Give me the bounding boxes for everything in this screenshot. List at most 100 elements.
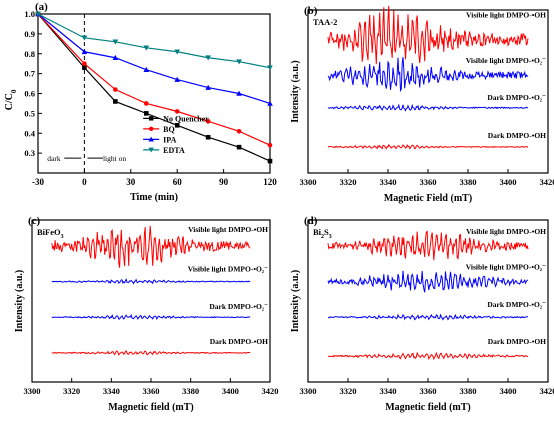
y-tick-label-a: 0.3 (24, 148, 35, 158)
panel-label-c: (c) (28, 215, 41, 227)
x-tick-label-d: 3300 (300, 386, 317, 396)
data-point (81, 48, 88, 55)
y-axis-label-d: Intensity (a.u.) (290, 270, 301, 333)
y-tick-label-a: 0.7 (24, 69, 35, 79)
x-tick-label-d: 3340 (380, 386, 397, 396)
y-tick-label-a: 0.8 (24, 49, 35, 59)
x-tick-label-c: 3380 (182, 386, 199, 396)
x-axis-label-b: Magnetic Field (mT) (384, 193, 472, 204)
x-tick-label-b: 3400 (500, 177, 517, 187)
y-tick-label-a: 0.5 (24, 108, 35, 118)
x-tick-label-d: 3420 (540, 386, 554, 396)
x-tick-label-d: 3320 (340, 386, 357, 396)
x-tick-label-d: 3360 (420, 386, 437, 396)
x-tick-label-b: 3320 (340, 177, 357, 187)
x-tick-label-a: 90 (219, 177, 229, 187)
data-point (82, 61, 87, 66)
data-point (82, 65, 87, 70)
x-tick-label-d: 3400 (500, 386, 517, 396)
data-point (267, 142, 273, 148)
sample-label-b: TAA-2 (313, 17, 337, 27)
legend-marker (148, 147, 154, 153)
spectrum-label-b-3: Dark DMPO-•OH (488, 131, 546, 140)
annotation-light: light on (103, 154, 126, 163)
panel-b: 3300 3320 3340 3360 3380 3400 3420 (b) Magnetic … (290, 5, 554, 204)
spectrum-d-2 (327, 313, 529, 321)
spectrum-b-3 (327, 143, 529, 150)
spectrum-c-0 (51, 225, 251, 268)
spectrum-label-d-0: Visible light DMPO-•OH (466, 227, 546, 236)
data-point (267, 65, 273, 71)
x-tick-label-a: 60 (173, 177, 183, 187)
data-point (236, 128, 242, 134)
legend-marker (148, 116, 154, 121)
legend-label: BQ (163, 125, 175, 134)
data-point (205, 134, 211, 140)
legend-marker (148, 136, 154, 142)
spectrum-label-c-0: Visible light DMPO-•OH (188, 225, 268, 234)
plot-frame-a (37, 13, 271, 174)
data-point (113, 99, 118, 104)
data-point (205, 55, 211, 61)
x-tick-label-a: 30 (126, 177, 136, 187)
data-point (113, 87, 118, 92)
x-tick-label-d: 3380 (460, 386, 477, 396)
x-axis-label-c: Magnetic field (mT) (108, 402, 194, 413)
data-point (236, 144, 242, 150)
x-tick-label-c: 3300 (24, 386, 41, 396)
data-point (174, 49, 180, 55)
spectrum-label-d-1: Visible light DMPO-•O₂⁻ (466, 263, 546, 272)
legend-label: IPA (163, 135, 176, 144)
spectrum-label-d-3: Dark DMPO-•OH (488, 337, 546, 346)
spectrum-d-3 (327, 351, 529, 361)
data-point (174, 76, 180, 82)
y-axis-label-c: Intensity (a.u.) (14, 270, 25, 333)
x-tick-label-a: 120 (263, 177, 277, 187)
data-point (205, 119, 211, 124)
y-axis-label-b: Intensity (a.u.) (290, 60, 301, 123)
legend-marker (148, 126, 154, 132)
sample-label-c: BiFeO3 (37, 227, 64, 240)
series-line-3 (37, 13, 271, 69)
spectrum-c-3 (51, 350, 251, 356)
legend-label: EDTA (163, 146, 185, 155)
panel-label-d: (d) (304, 215, 318, 227)
x-axis-label-d: Magnetic field (mT) (385, 402, 471, 413)
spectrum-d-0 (327, 230, 529, 261)
sample-label-d: Bi2S3 (313, 227, 332, 240)
spectrum-label-c-3: Dark DMPO-•OH (210, 337, 268, 346)
data-point (143, 66, 150, 72)
panel-label-a: (a) (35, 1, 48, 13)
data-point (143, 101, 149, 106)
data-point (267, 158, 273, 164)
y-tick-label-a: 0.4 (24, 128, 35, 138)
spectrum-label-c-1: Visible light DMPO-•O₂⁻ (188, 265, 268, 274)
y-tick-label-a: 0.9 (24, 29, 35, 39)
panel-label-b: (b) (304, 5, 318, 17)
spectrum-label-d-2: Dark DMPO-•O₂⁻ (487, 300, 546, 309)
data-point (236, 90, 242, 96)
spectrum-label-c-2: Dark DMPO-•O₂⁻ (209, 302, 268, 311)
y-axis-label-a: C/C0 (4, 89, 18, 110)
series-line-0 (37, 13, 271, 162)
x-tick-label-b: 3360 (420, 177, 437, 187)
data-point (236, 59, 242, 65)
spectrum-b-0 (327, 5, 529, 65)
x-tick-label-c: 3320 (63, 386, 80, 396)
x-tick-label-a: -30 (32, 177, 44, 187)
legend-label: No Quencher (163, 114, 209, 123)
spectrum-b-2 (327, 103, 529, 112)
x-tick-label-b: 3420 (540, 177, 554, 187)
panel-c: 3300 3320 3340 3360 3380 3400 3420 (c) Magnetic … (14, 215, 279, 413)
data-point (174, 123, 180, 128)
data-point (112, 54, 119, 61)
spectrum-b-1 (327, 57, 529, 93)
annotation-dark: dark (47, 154, 61, 163)
data-point (35, 11, 41, 17)
data-point (143, 111, 149, 116)
x-tick-label-c: 3340 (103, 386, 120, 396)
x-tick-label-b: 3340 (380, 177, 397, 187)
x-axis-label-a: Time (min) (130, 192, 178, 203)
spectrum-d-1 (327, 270, 529, 293)
series-line-2 (37, 13, 271, 105)
